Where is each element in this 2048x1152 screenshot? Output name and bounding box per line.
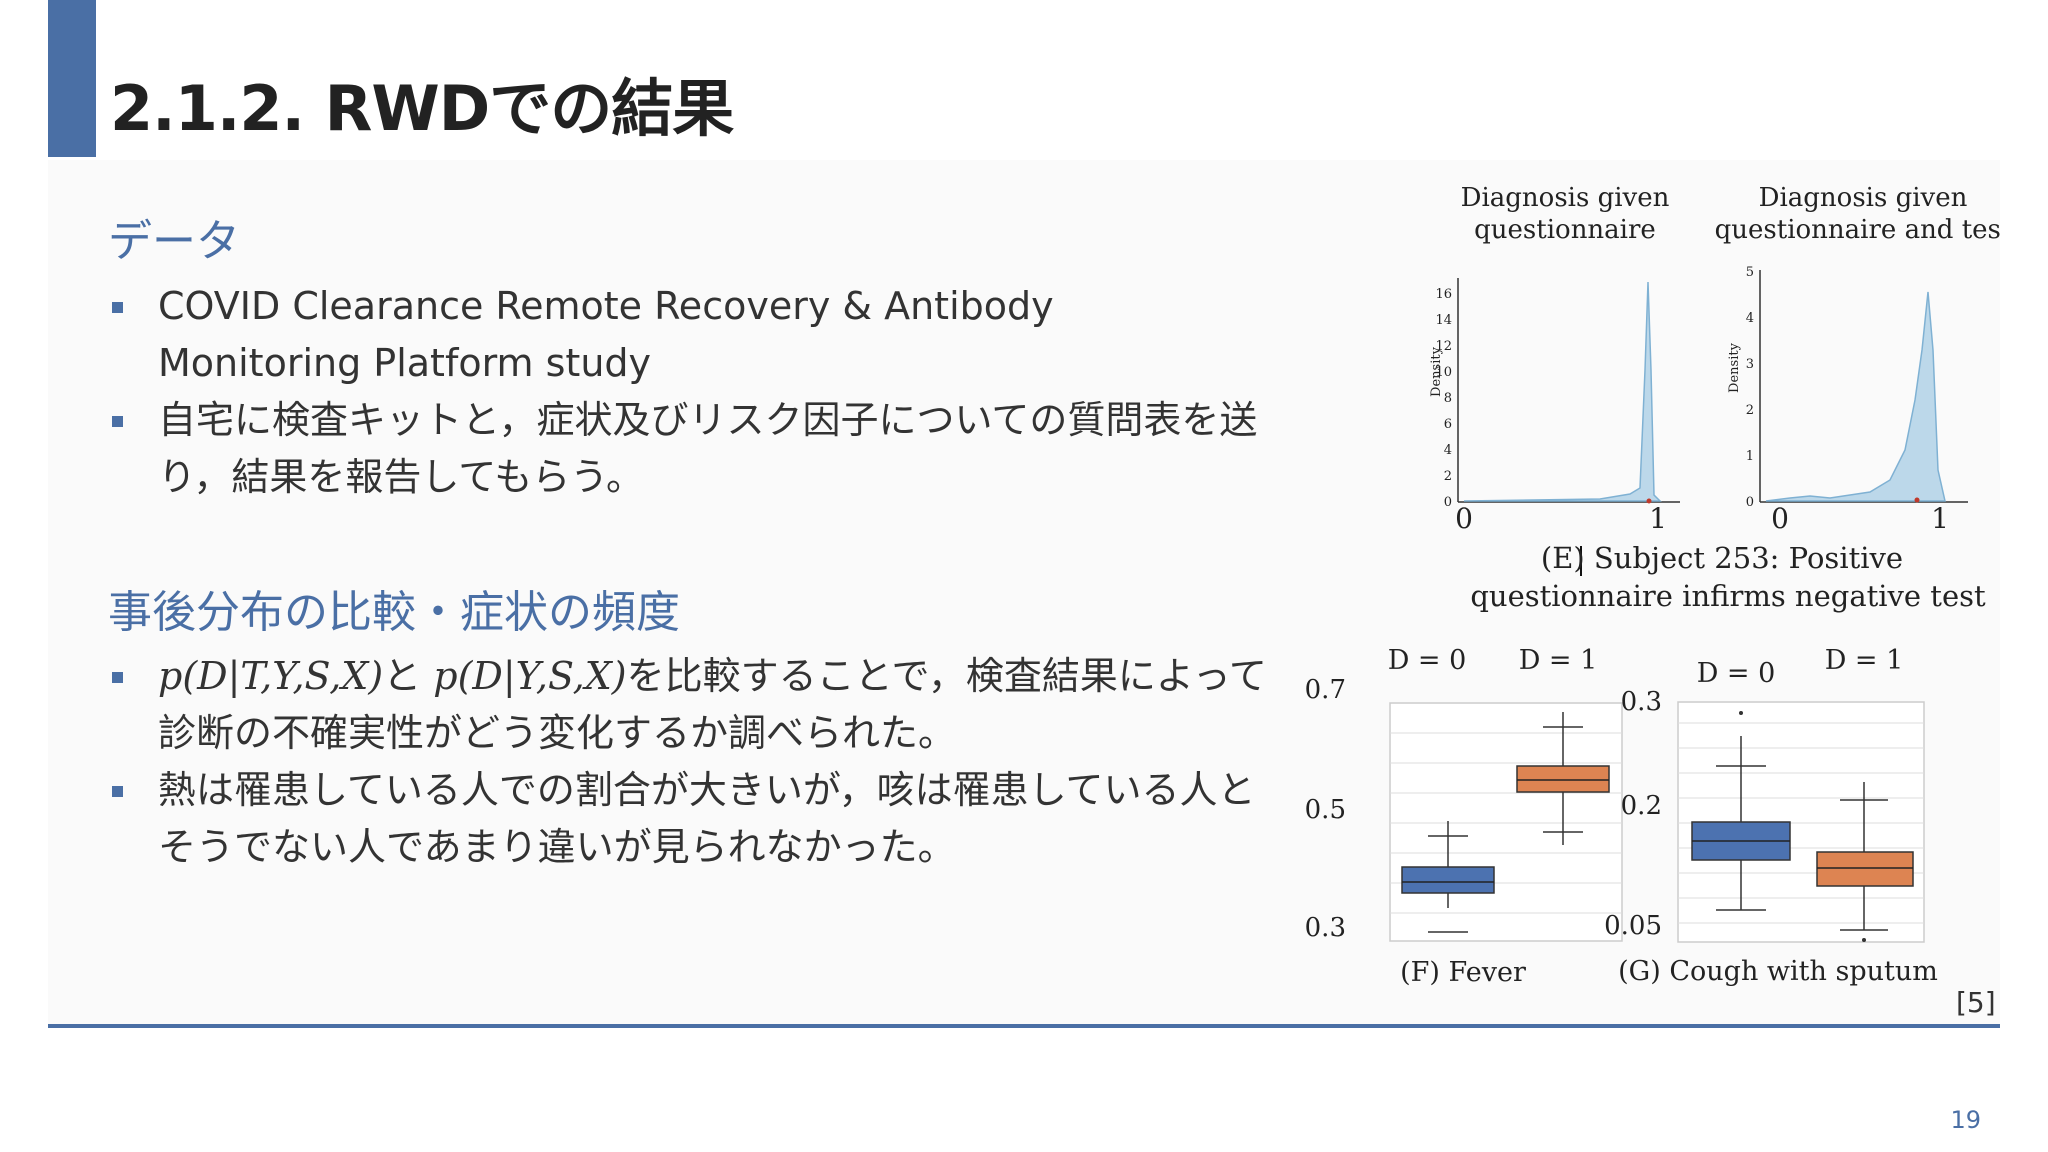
bullet-marker (112, 786, 123, 797)
tick-label: 2 (1444, 469, 1452, 484)
fever-plot-area (1389, 702, 1623, 942)
tick-label: 14 (1435, 313, 1452, 328)
tick-label: 16 (1435, 287, 1452, 302)
comparison-heading: 事後分布の比較・症状の頻度 (108, 587, 680, 638)
density-right-title-1: Diagnosis given (1759, 183, 1968, 213)
tick-label: 10 (1435, 365, 1452, 380)
bullet-text: 熱は罹患している人での割合が大きいが，咳は罹患している人とそうでない人であまり違… (158, 768, 1256, 869)
list-item: p(D|T,Y,S,X)と p(D|Y,S,X)を比較することで，検査結果によっ… (108, 648, 1268, 762)
tick-label: 8 (1444, 391, 1452, 406)
comparison-bullets: p(D|T,Y,S,X)と p(D|Y,S,X)を比較することで，検査結果によっ… (108, 648, 1268, 876)
citation-reference: [5] (1956, 986, 1996, 1019)
density-right-ylabel: Density (1727, 342, 1742, 393)
tick-label: 0.2 (1621, 791, 1662, 821)
tick-label: 0.5 (1305, 795, 1346, 825)
tick-label: 0.3 (1621, 687, 1662, 717)
density-left-curve (1463, 281, 1662, 502)
tick-label: 12 (1435, 339, 1452, 354)
tick-label: 4 (1444, 443, 1452, 458)
tick-label: 1 (1931, 502, 1949, 535)
caption-e-line1: (E) Subject 253: Positive (1541, 541, 1903, 575)
list-item: COVID Clearance Remote Recovery & Antibo… (108, 278, 1268, 392)
page-number: 19 (1950, 1106, 1981, 1134)
density-left-marker (1646, 498, 1652, 504)
group-label: D = 0 (1388, 645, 1467, 676)
tick-label: 1 (1649, 502, 1667, 535)
cough-d1-box (1816, 851, 1914, 887)
formula-posterior-without-test: p(D|Y,S,X) (433, 654, 627, 698)
fever-d0-box (1401, 866, 1495, 894)
group-label: D = 0 (1697, 658, 1776, 689)
tick-label: 0 (1771, 502, 1789, 535)
tick-label: 0 (1746, 495, 1754, 510)
data-heading: データ (108, 216, 240, 267)
data-bullets: COVID Clearance Remote Recovery & Antibo… (108, 278, 1268, 506)
list-item: 自宅に検査キットと，症状及びリスク因子についての質問表を送り，結果を報告してもら… (108, 392, 1268, 506)
tick-label: 0 (1455, 502, 1473, 535)
tick-label: 6 (1444, 417, 1452, 432)
group-label: D = 1 (1825, 645, 1904, 676)
density-left-ylabel: Density (1429, 346, 1444, 397)
tick-label: 0.7 (1305, 675, 1346, 705)
content-area (48, 160, 2000, 1025)
bullet-marker (112, 672, 123, 683)
caption-e-line2: questionnaire infirms negative test (1470, 579, 1986, 613)
caption-fever: (F) Fever (1400, 957, 1526, 988)
bullet-text: COVID Clearance Remote Recovery & Antibo… (158, 284, 1054, 385)
cough-d0-outlier (1739, 711, 1743, 715)
bullet-text: を比較することで，検査結果によって診断の不確実性がどう変化するか調べられた。 (158, 654, 1267, 755)
formula-posterior-with-test: p(D|T,Y,S,X) (158, 654, 384, 698)
tick-label: 0 (1444, 495, 1452, 510)
cough-d1-outlier (1862, 938, 1866, 942)
bullet-marker (112, 302, 123, 313)
bullet-join-text: と (383, 654, 434, 698)
density-right-marker (1914, 497, 1920, 503)
fever-d1-box (1516, 765, 1610, 793)
list-item: 熱は罹患している人での割合が大きいが，咳は罹患している人とそうでない人であまり違… (108, 762, 1268, 876)
tick-label: 1 (1746, 449, 1754, 464)
caption-cough: (G) Cough with sputum (1618, 956, 1938, 987)
bullet-text: 自宅に検査キットと，症状及びリスク因子についての質問表を送り，結果を報告してもら… (158, 398, 1258, 499)
tick-label: 2 (1746, 403, 1754, 418)
density-left-title-2: questionnaire (1474, 215, 1656, 245)
density-left-title-1: Diagnosis given (1461, 183, 1670, 213)
tick-label: 0.05 (1604, 911, 1662, 941)
tick-label: 4 (1746, 311, 1754, 326)
bottom-divider (48, 1024, 2000, 1028)
tick-label: 3 (1746, 357, 1754, 372)
results-figure: Diagnosis given questionnaire Density 0 … (1305, 183, 2000, 988)
tick-label: 5 (1746, 265, 1754, 280)
group-label: D = 1 (1519, 645, 1598, 676)
density-right-curve (1765, 291, 1946, 502)
tick-label: 0.3 (1305, 913, 1346, 943)
density-right-title-2: questionnaire and test (1715, 215, 2000, 245)
title-accent-bar (48, 0, 96, 157)
bullet-marker (112, 416, 123, 427)
slide-title: 2.1.2. RWDでの結果 (110, 72, 734, 145)
